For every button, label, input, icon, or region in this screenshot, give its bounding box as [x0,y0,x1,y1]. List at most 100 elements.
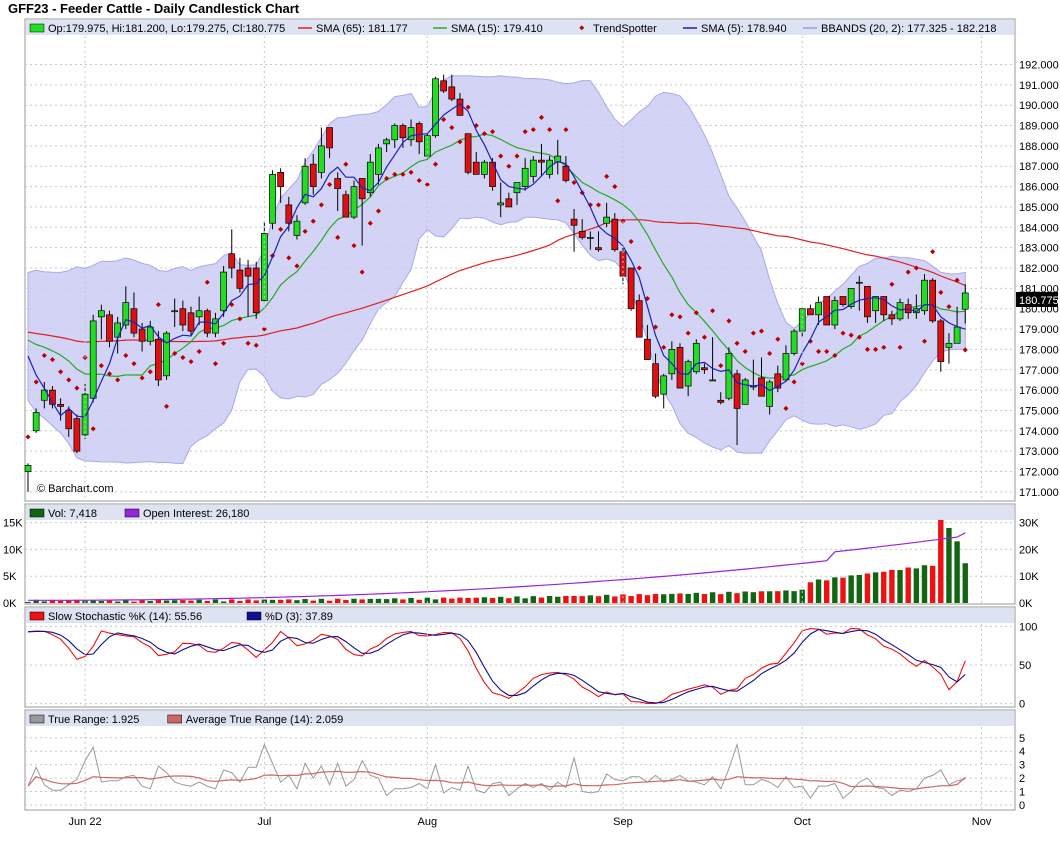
volume-bar [473,597,479,603]
trendspotter-marker [261,326,267,332]
candle-body [529,159,537,177]
true-range-tick: 4 [1019,746,1025,758]
price-tick-label: 177.000 [1019,365,1059,377]
candle-body [195,310,203,318]
price-tick-label: 192.000 [1019,59,1059,71]
trendspotter-marker [188,359,194,365]
candle [701,363,708,374]
candle-body [595,247,602,251]
trendspotter-marker [457,139,463,145]
volume-bar [612,596,618,603]
trendspotter-marker [180,354,186,361]
stochastic-tick: 50 [1019,660,1031,672]
candle-body [872,296,879,312]
legend-label: Op:179.975, Hi:181.200, Lo:179.275, Cl:1… [48,23,285,35]
volume-bar [359,599,365,603]
candle [627,267,635,311]
volume-bar [579,596,585,603]
volume-bar [701,594,708,603]
volume-bar [563,596,569,603]
date-tick-label: Sep [613,816,633,828]
volume-bar [180,600,186,603]
candle-body [472,161,480,175]
candle [318,127,325,179]
candle [872,296,879,323]
trendspotter-marker [783,405,789,411]
trendspotter-marker [758,328,765,334]
legend-label: True Range: 1.925 [48,714,139,726]
trendspotter-marker [767,350,773,357]
candle-body [790,330,798,354]
candle [106,310,113,348]
stochastic-d-line [27,628,966,704]
candle-body [823,296,831,326]
candle [375,143,382,185]
trendspotter-marker [204,279,210,285]
candle [692,339,700,374]
volume-bar [954,541,960,603]
trendspotter-marker [799,361,805,367]
candle [277,168,284,203]
volume-bar [147,601,153,603]
stochastic-tick: 0 [1019,699,1025,711]
date-tick-label: Aug [418,816,438,828]
open-interest-tick: 20K [1019,544,1039,556]
candle [676,343,684,389]
candle [929,278,937,323]
candle [383,137,390,152]
volume-bar [335,598,341,603]
price-tick-label: 185.000 [1019,202,1059,214]
candle-body [220,271,227,312]
candle-body [448,86,456,100]
candle [538,143,545,177]
volume-bar [408,597,414,603]
volume-legend-bar [26,505,1014,520]
trendspotter-marker [921,338,928,344]
candle-body [236,269,244,289]
sma65-line [27,219,966,343]
volume-bar [375,598,382,603]
candle [326,127,333,159]
volume-bar [343,600,349,603]
trendspotter-marker [155,302,161,308]
legend-label: TrendSpotter [593,23,657,35]
candle-body [334,178,342,189]
candle-body [122,302,130,326]
legend-sma15: SMA (15): 179.410 [433,23,543,35]
candle-body [163,332,170,377]
true-range-panel: 54 32 10 True Range: 1.925 Average True Ran… [24,709,1025,812]
trendspotter-marker [848,332,854,338]
trendspotter-marker [669,312,675,318]
volume-bar [571,595,577,603]
candle [611,213,619,252]
average-true-range-line [27,770,966,790]
price-tick-label: 187.000 [1019,161,1059,173]
candle [399,123,407,148]
legend-atr: Average True Range (14): 2.059 [167,714,343,726]
trendspotter-marker [408,169,414,175]
trendspotter-marker [294,263,300,269]
volume-bar [310,600,316,603]
candle-body [301,165,309,204]
trendspotter-marker [881,344,887,350]
candle-body [440,80,447,92]
volume-bar [661,594,667,603]
stochastic-panel: 100 50 0 Slow Stochastic %K (14): 55.56 %D … [24,606,1037,711]
volume-left-tick: 0K [3,598,17,610]
volume-bar [457,597,463,603]
candle-body [644,338,651,360]
candle-body [774,373,782,389]
volume-bar [538,597,545,603]
trendspotter-marker [946,304,952,310]
date-tick-label: Jul [257,816,271,828]
candle [652,353,659,399]
price-tick-label: 179.000 [1019,324,1059,336]
volume-bar [685,593,691,603]
stochastic-legend-bar [26,608,1014,623]
volume-bar [514,596,520,603]
candle [529,156,537,183]
candle-body [73,418,81,452]
volume-bar [318,598,325,603]
price-tick-label: 172.000 [1019,467,1059,479]
volume-bar [864,573,871,603]
